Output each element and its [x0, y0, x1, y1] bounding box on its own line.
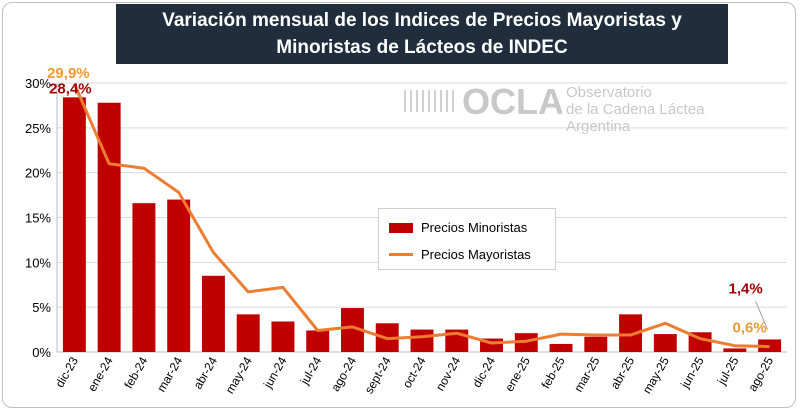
data-label: 1,4% — [729, 280, 763, 297]
bar — [653, 334, 677, 352]
x-tick-label: dic-24 — [470, 354, 499, 390]
legend-item-line: Precios Mayoristas — [389, 247, 531, 262]
chart-title: Variación mensual de los Indices de Prec… — [116, 4, 728, 64]
bar — [306, 330, 330, 352]
ocla-logo-icon: OCLA — [404, 82, 562, 122]
bar — [271, 321, 295, 352]
x-tick-label: jun-25 — [677, 354, 706, 391]
logo-caption: Observatorio de la Cadena Láctea Argenti… — [566, 84, 704, 135]
bar — [341, 308, 364, 352]
y-tick-label: 30% — [25, 76, 51, 91]
legend-label-line: Precios Mayoristas — [421, 247, 531, 262]
annotation-leader — [755, 301, 769, 330]
data-label: 28,4% — [49, 80, 92, 97]
x-tick-label: abr-24 — [191, 354, 221, 391]
x-tick-label: may-25 — [640, 354, 672, 396]
legend-swatch-line — [389, 253, 413, 256]
y-tick-label: 15% — [25, 211, 51, 226]
x-tick-label: mar-25 — [571, 354, 602, 394]
x-tick-label: feb-24 — [121, 354, 150, 391]
x-tick-label: dic-23 — [53, 354, 82, 390]
y-tick-label: 10% — [25, 255, 51, 270]
y-tick-label: 25% — [25, 121, 51, 136]
x-tick-label: ene-24 — [85, 354, 116, 394]
bar — [584, 336, 608, 352]
bar — [167, 199, 191, 352]
x-tick-label: sept-24 — [362, 354, 394, 396]
legend-swatch-bars — [389, 222, 413, 233]
y-tick-label: 0% — [32, 345, 51, 360]
y-tick-label: 5% — [32, 300, 51, 315]
bar — [236, 314, 260, 352]
x-tick-label: nov-24 — [433, 354, 464, 393]
logo-line-3: Argentina — [566, 118, 631, 135]
x-tick-label: ago-24 — [328, 354, 359, 394]
bar — [201, 275, 225, 352]
x-tick-label: may-24 — [223, 354, 255, 396]
x-tick-label: mar-24 — [154, 354, 185, 394]
x-tick-label: feb-25 — [539, 354, 568, 391]
data-label: 29,9% — [47, 65, 90, 82]
x-tick-label: ene-25 — [502, 354, 533, 394]
legend-item-bars: Precios Minoristas — [389, 220, 527, 235]
bar — [62, 97, 86, 352]
bar — [410, 329, 434, 352]
bar — [132, 203, 156, 352]
x-tick-label: abr-25 — [608, 354, 638, 391]
bar — [723, 348, 747, 352]
logo-line-1: Observatorio — [566, 84, 652, 101]
logo-name: OCLA — [462, 82, 562, 122]
x-tick-label: jul-25 — [714, 354, 741, 388]
x-tick-label: ago-25 — [745, 354, 776, 394]
x-tick-label: jul-24 — [297, 354, 324, 388]
legend-label-bars: Precios Minoristas — [421, 220, 528, 235]
line-series — [73, 83, 770, 349]
y-tick-label: 20% — [25, 166, 51, 181]
chart-legend: Precios Minoristas Precios Mayoristas — [378, 208, 556, 270]
x-tick-label: oct-24 — [400, 354, 429, 390]
data-label: 0,6% — [733, 320, 767, 337]
x-tick-label: jun-24 — [260, 354, 289, 391]
bar — [97, 102, 121, 352]
logo-line-2: de la Cadena Láctea — [566, 101, 705, 118]
bar — [549, 343, 573, 352]
bar — [619, 314, 643, 352]
